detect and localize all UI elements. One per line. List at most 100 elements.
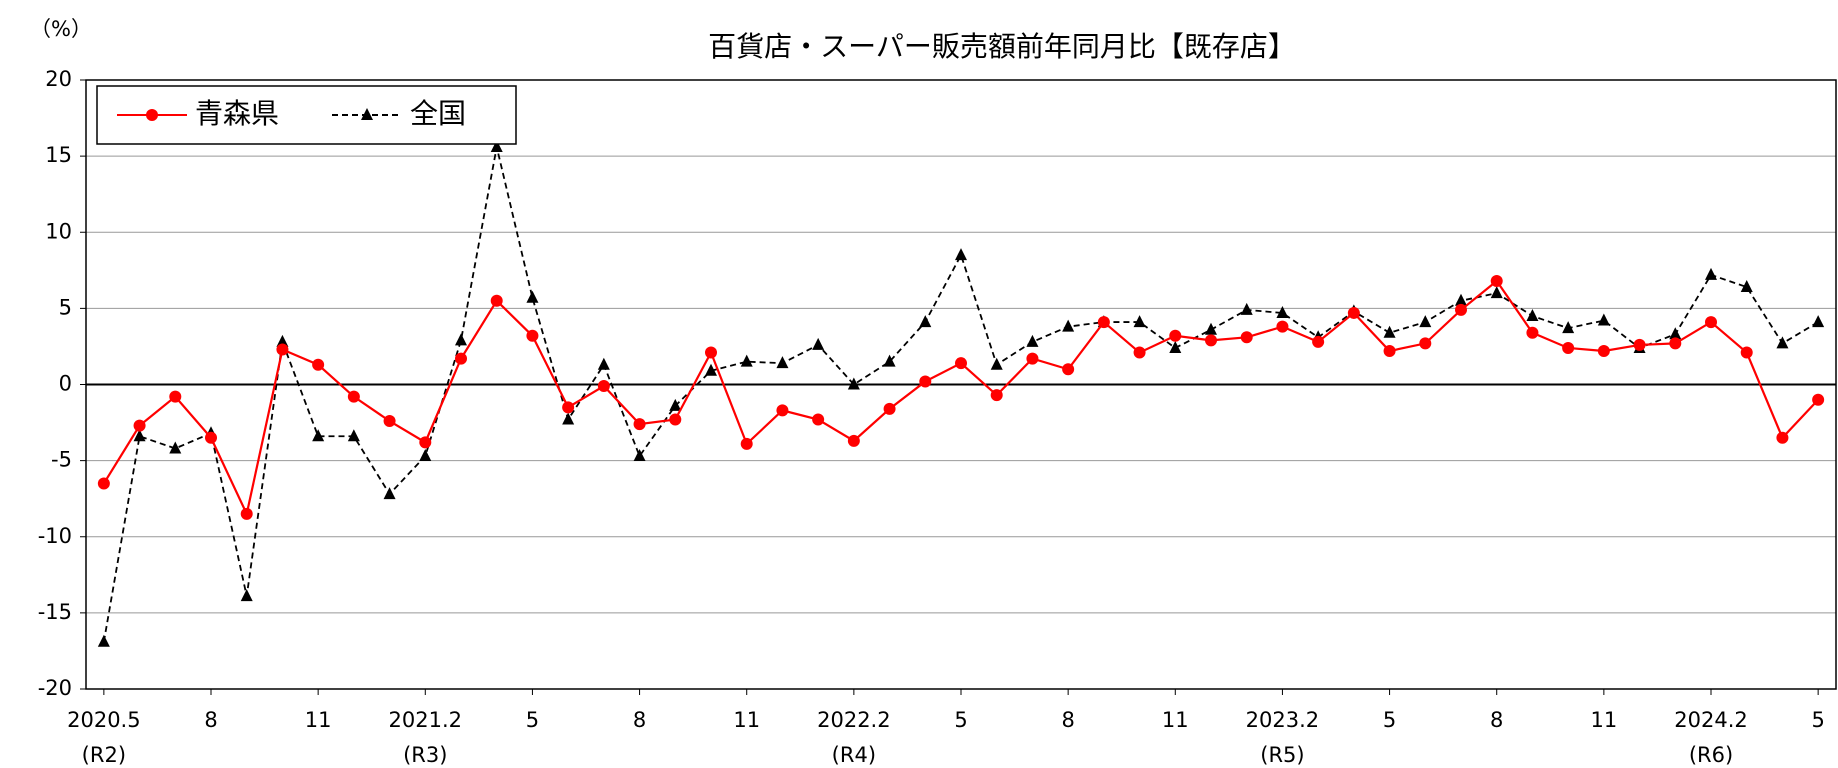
point [383,487,396,500]
point [1133,315,1146,328]
x-tick-label: 8 [633,708,646,732]
x-tick-label: 2021.2 [389,708,462,732]
x-tick-label: 11 [733,708,760,732]
point [133,429,146,442]
point [1276,305,1289,318]
point [169,390,182,403]
point [1312,335,1325,348]
x-tick-label: 8 [1490,708,1503,732]
point [633,418,646,431]
point [1455,303,1467,316]
point [1062,319,1075,332]
series-line [102,146,1819,642]
point [1526,308,1539,321]
point [383,415,396,428]
point [1597,345,1610,358]
point [1705,316,1717,329]
era-label: (R4) [832,743,876,767]
y-tick-label: 5 [59,295,72,319]
point [1205,322,1217,335]
point [1383,325,1396,338]
point [133,419,146,432]
point [97,477,110,490]
x-tick-label: 5 [1811,708,1824,732]
point [1633,338,1646,351]
point [169,441,182,454]
legend-label: 全国 [410,97,466,130]
y-unit: （%） [30,17,92,41]
x-tick-label: 8 [204,708,217,732]
point [776,356,789,369]
point [883,354,896,367]
point [1455,293,1467,306]
point [669,413,682,426]
point [919,315,932,328]
y-tick-label: 0 [59,372,72,396]
legend-marker [146,109,158,121]
point [455,352,467,365]
x-tick-label: 5 [1383,708,1396,732]
point [812,337,825,350]
point [1740,346,1753,359]
point [526,329,539,342]
point [919,375,932,388]
point [347,390,360,403]
point [455,333,467,346]
x-tick-label: 2024.2 [1674,708,1747,732]
point [990,389,1003,402]
point [1740,280,1753,293]
point [1240,302,1253,315]
point [955,357,967,370]
era-label: (R3) [403,743,447,767]
point [276,334,289,347]
point [812,413,825,426]
y-tick-label: -5 [51,448,72,472]
point [847,434,860,447]
point [1776,431,1789,444]
point [562,401,575,414]
point [1812,315,1825,328]
point [705,346,717,359]
point [1705,267,1717,280]
point [419,449,432,462]
point [526,290,539,303]
point [490,294,503,307]
point [276,343,289,356]
point [312,358,325,371]
y-tick-label: 15 [45,143,72,167]
era-label: (R6) [1689,743,1733,767]
point [1097,316,1110,329]
point [705,363,717,376]
y-tick-label: -15 [38,600,72,624]
x-tick-label: 11 [305,708,332,732]
point [776,404,789,417]
era-label: (R5) [1260,743,1304,767]
point [955,248,967,261]
point [1562,321,1575,334]
point [1526,326,1539,339]
point [597,357,610,370]
legend-label: 青森県 [195,97,279,130]
point [1169,340,1182,353]
point [1490,274,1503,287]
point [240,589,253,602]
point [312,429,325,442]
x-tick-label: 5 [526,708,539,732]
point [419,436,432,449]
point [1490,286,1503,299]
x-tick-label: 5 [954,708,967,732]
x-tick-label: 8 [1061,708,1074,732]
y-tick-label: 10 [45,219,72,243]
point [1419,315,1432,328]
point [1597,313,1610,326]
point [1776,336,1789,349]
point [740,437,753,450]
series-line [102,279,1819,518]
point [1205,334,1217,347]
point [633,449,646,462]
point [1562,341,1575,354]
point [1669,337,1682,350]
point [1812,393,1825,406]
legend-marker [361,108,373,120]
point [1240,331,1253,344]
